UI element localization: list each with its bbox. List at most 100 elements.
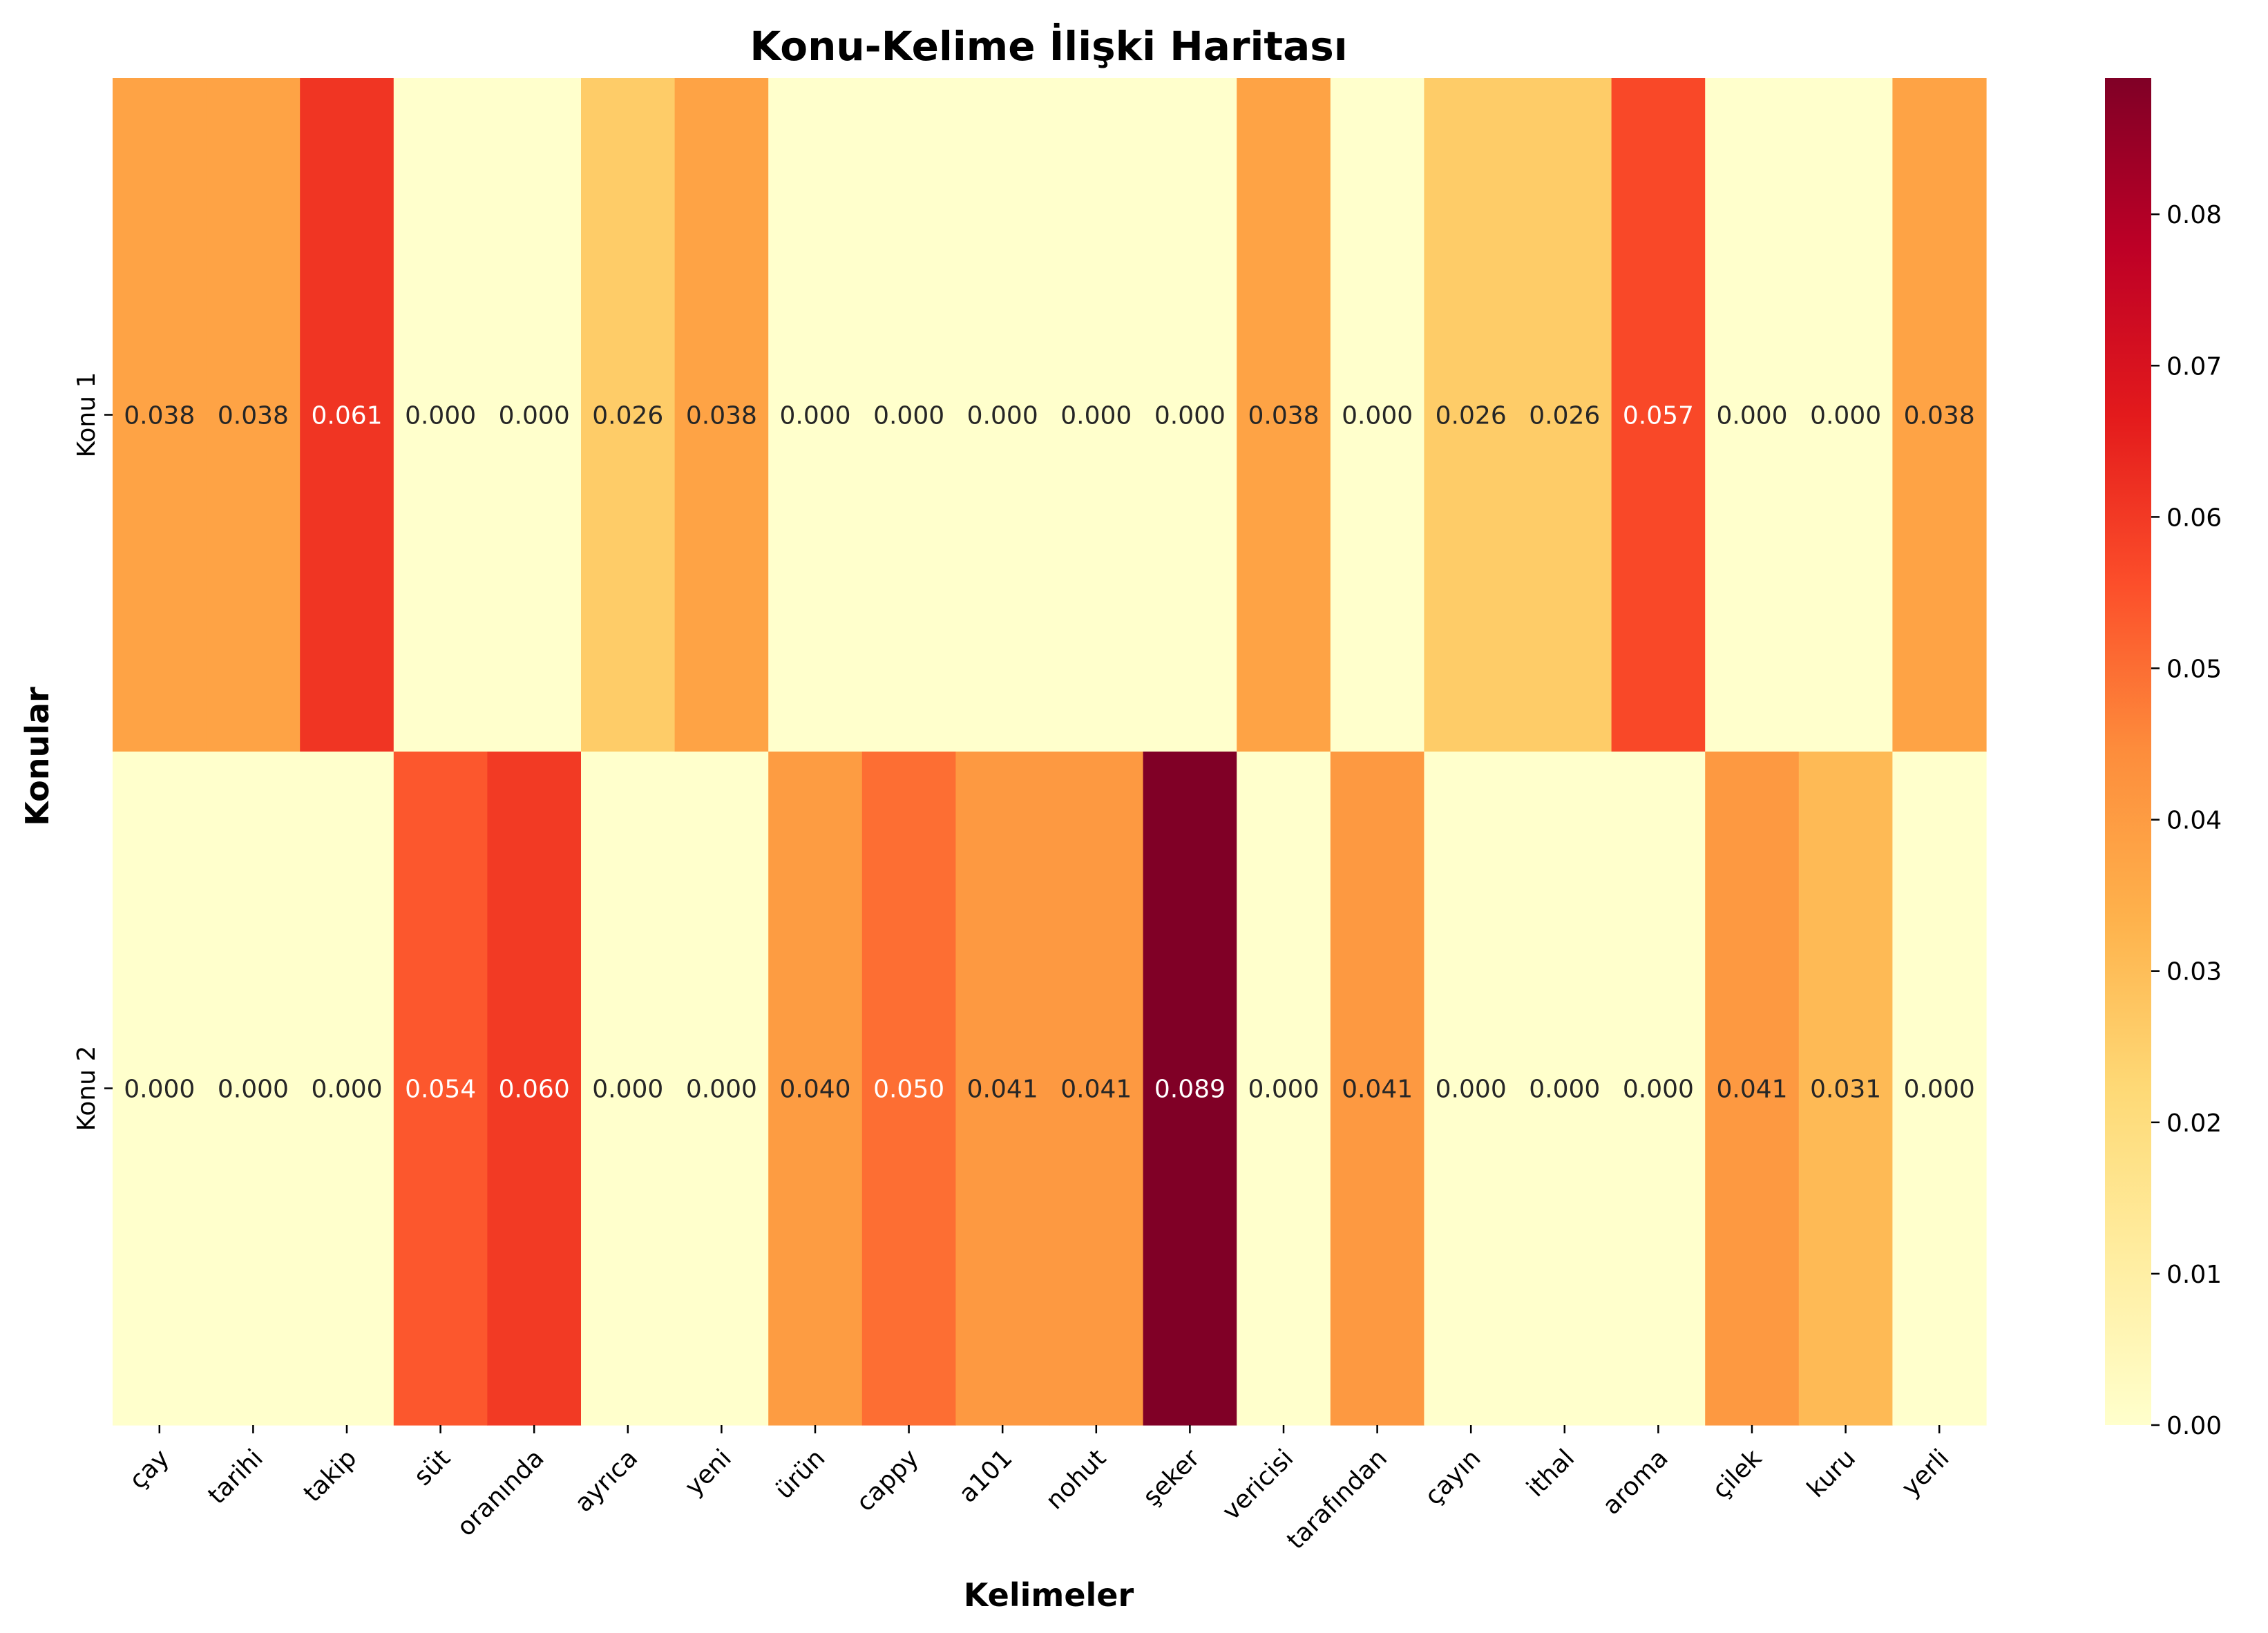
cell-value-label: 0.041 — [1716, 1076, 1787, 1104]
x-tick-label: aroma — [1597, 1444, 1673, 1520]
cell-value-label: 0.000 — [218, 1076, 289, 1104]
cell-value-label: 0.050 — [873, 1076, 944, 1104]
x-axis-label: Kelimeler — [964, 1576, 1134, 1614]
x-tick-label: tarafından — [1281, 1444, 1393, 1555]
colorbar-tick-label: 0.05 — [2166, 655, 2222, 683]
x-tick-label: nohut — [1040, 1444, 1112, 1515]
heatmap-cell — [1518, 78, 1612, 752]
heatmap-cell — [1049, 752, 1144, 1426]
heatmap-cell — [581, 752, 676, 1426]
heatmap-cell — [393, 752, 488, 1426]
cell-value-label: 0.000 — [1810, 402, 1881, 430]
heatmap-cell — [300, 78, 394, 752]
cell-value-label: 0.038 — [218, 402, 289, 430]
cell-value-label: 0.000 — [1154, 402, 1226, 430]
x-tick-label: a101 — [953, 1444, 1018, 1508]
heatmap-cell — [1705, 78, 1800, 752]
cell-value-label: 0.041 — [967, 1076, 1038, 1104]
cell-value-label: 0.000 — [499, 402, 570, 430]
x-tick-label: yerli — [1896, 1444, 1954, 1502]
x-tick-label: çayın — [1420, 1444, 1487, 1511]
heatmap-cell — [1143, 752, 1237, 1426]
cell-value-label: 0.040 — [779, 1076, 850, 1104]
x-tick-label: vericisi — [1217, 1444, 1299, 1526]
heatmap-cell — [300, 752, 394, 1426]
heatmap-cell — [1518, 752, 1612, 1426]
heatmap-cell — [1237, 78, 1331, 752]
cell-value-label: 0.031 — [1810, 1076, 1881, 1104]
cell-value-label: 0.000 — [1342, 402, 1413, 430]
heatmap-cell — [113, 78, 207, 752]
x-tick-label: cappy — [851, 1444, 924, 1517]
cell-value-label: 0.000 — [1716, 402, 1787, 430]
colorbar-tick-label: 0.06 — [2166, 504, 2222, 532]
heatmap-cell — [1424, 78, 1518, 752]
heatmap-cell — [955, 752, 1050, 1426]
heatmap-cell — [487, 752, 582, 1426]
cell-value-label: 0.057 — [1623, 402, 1694, 430]
x-tick-label: oranında — [452, 1444, 550, 1542]
heatmap-cell — [1237, 752, 1331, 1426]
colorbar: 0.00 0.01 0.02 0.03 0.04 0.05 0.06 0.07 0.08 — [2105, 78, 2222, 1440]
heatmap-cell — [1611, 752, 1706, 1426]
heatmap-cell — [674, 752, 769, 1426]
x-tick-label: tarihi — [202, 1444, 268, 1509]
colorbar-gradient — [2105, 78, 2151, 1425]
cell-value-label: 0.000 — [1529, 1076, 1600, 1104]
cell-value-label: 0.000 — [124, 1076, 195, 1104]
heatmap-cell — [861, 78, 956, 752]
heatmap-cells — [113, 78, 1987, 1426]
cell-value-label: 0.038 — [1248, 402, 1319, 430]
heatmap-cell — [1143, 78, 1237, 752]
heatmap-cell — [861, 752, 956, 1426]
cell-value-label: 0.054 — [405, 1076, 476, 1104]
heatmap-cell — [206, 78, 301, 752]
heatmap-cell — [1049, 78, 1144, 752]
heatmap-cell — [768, 78, 863, 752]
y-tick-label: Konu 1 — [73, 372, 101, 458]
cell-value-label: 0.000 — [1248, 1076, 1319, 1104]
x-tick-label: takip — [298, 1444, 363, 1508]
x-tick-label: kuru — [1802, 1444, 1861, 1503]
heatmap-cell — [955, 78, 1050, 752]
x-tick-label: süt — [409, 1444, 456, 1491]
heatmap-cell-labels: 0.038 0.038 0.061 0.000 0.000 0.026 0.038 0.000… — [124, 402, 1974, 1104]
colorbar-tick-label: 0.07 — [2166, 352, 2222, 381]
cell-value-label: 0.038 — [124, 402, 195, 430]
heatmap-cell — [1798, 752, 1893, 1426]
cell-value-label: 0.060 — [499, 1076, 570, 1104]
cell-value-label: 0.000 — [967, 402, 1038, 430]
cell-value-label: 0.000 — [311, 1076, 382, 1104]
cell-value-label: 0.000 — [1436, 1076, 1507, 1104]
colorbar-tick-label: 0.03 — [2166, 958, 2222, 986]
heatmap-cell — [393, 78, 488, 752]
cell-value-label: 0.089 — [1154, 1076, 1226, 1104]
cell-value-label: 0.000 — [1623, 1076, 1694, 1104]
x-tick-label: yeni — [680, 1444, 737, 1501]
heatmap-cell — [768, 752, 863, 1426]
x-tick-label: çilek — [1707, 1444, 1768, 1505]
heatmap-cell — [1611, 78, 1706, 752]
x-tick-label: ayrıca — [569, 1444, 643, 1518]
x-tick-label: ithal — [1521, 1444, 1580, 1502]
cell-value-label: 0.038 — [686, 402, 757, 430]
heatmap-cell — [1892, 752, 1987, 1426]
colorbar-tick-label: 0.00 — [2166, 1412, 2222, 1440]
cell-value-label: 0.000 — [686, 1076, 757, 1104]
cell-value-label: 0.026 — [1529, 402, 1600, 430]
cell-value-label: 0.000 — [1904, 1076, 1975, 1104]
heatmap-cell — [487, 78, 582, 752]
cell-value-label: 0.038 — [1904, 402, 1975, 430]
colorbar-tick-label: 0.08 — [2166, 201, 2222, 229]
heatmap-cell — [674, 78, 769, 752]
cell-value-label: 0.061 — [311, 402, 382, 430]
y-axis-label: Konular — [19, 687, 56, 826]
cell-value-label: 0.000 — [873, 402, 944, 430]
cell-value-label: 0.026 — [1436, 402, 1507, 430]
heatmap-cell — [113, 752, 207, 1426]
cell-value-label: 0.000 — [1060, 402, 1132, 430]
cell-value-label: 0.000 — [592, 1076, 663, 1104]
heatmap-cell — [1705, 752, 1800, 1426]
